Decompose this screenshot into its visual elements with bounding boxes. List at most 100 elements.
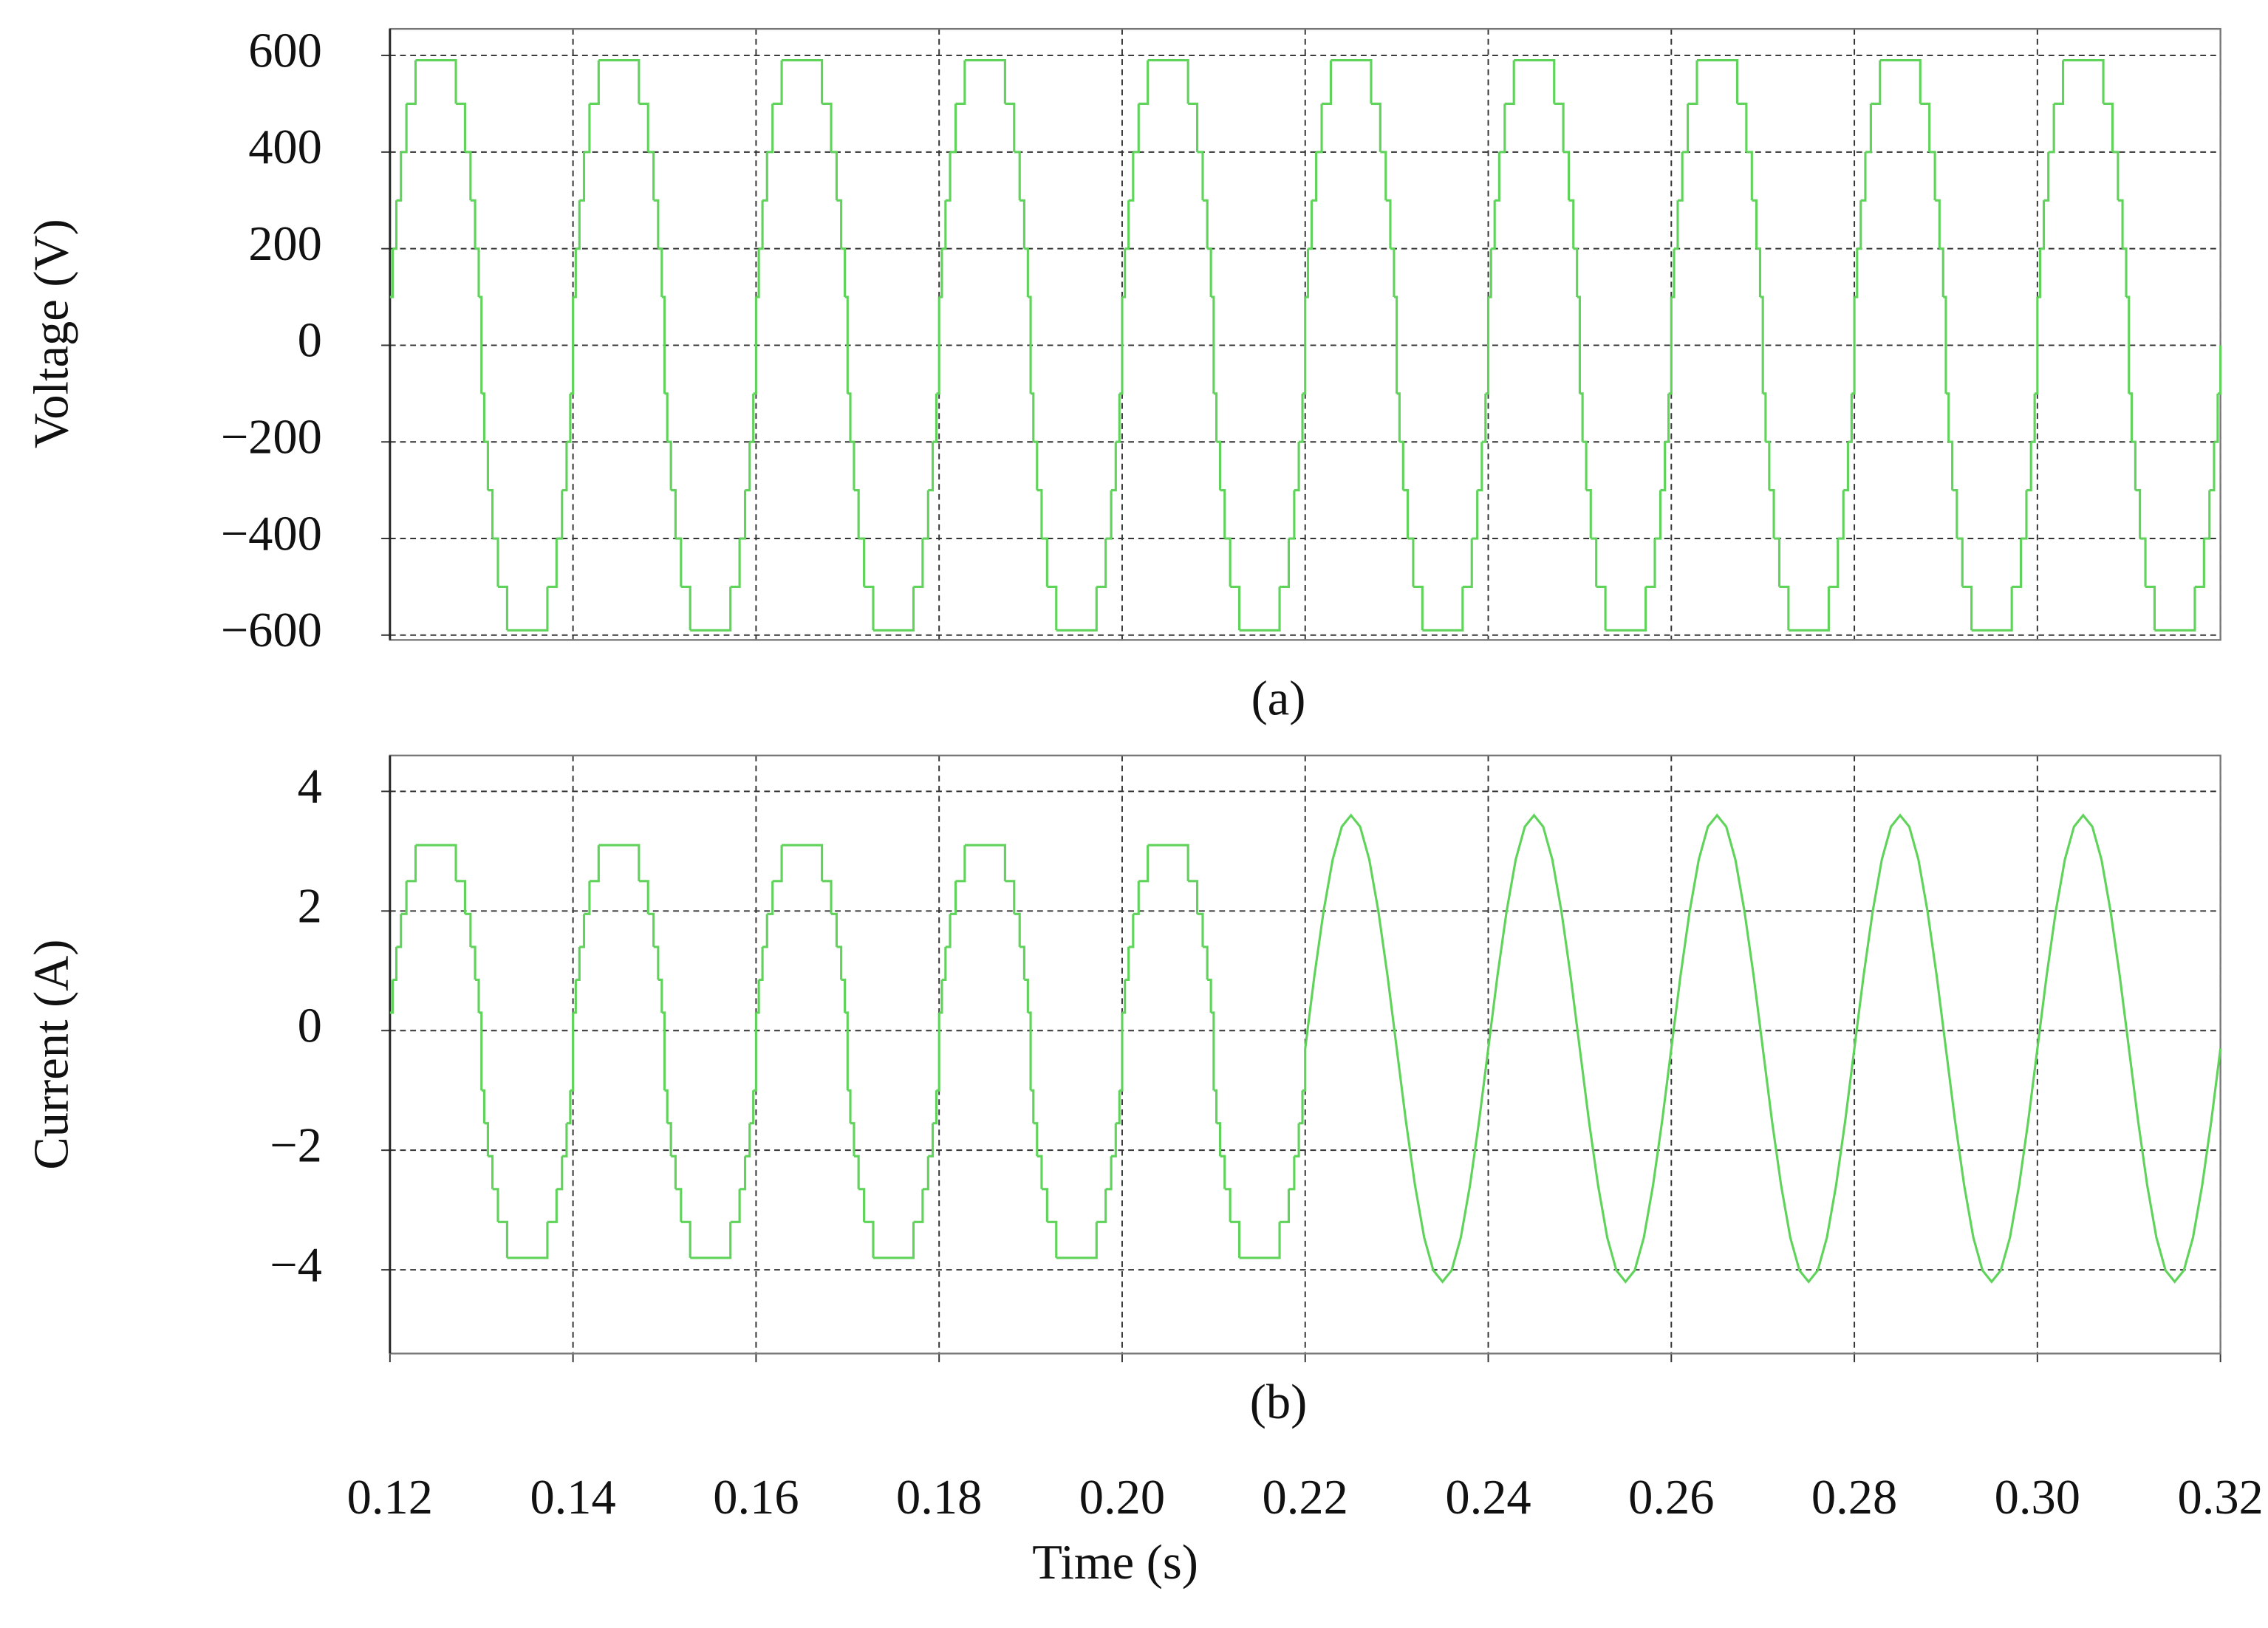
step-segment [1280,538,1291,588]
y-axis-label: Current (A) [24,940,78,1170]
step-segment [1488,248,1492,298]
step-segment [1396,392,1401,442]
step-segment [1121,248,1127,298]
step-segment [847,1089,852,1123]
step-segment [1230,1220,1241,1258]
step-segment [1024,978,1029,1013]
step-segment [1390,247,1396,298]
step-segment [396,914,403,948]
step-segment [1119,297,1124,395]
step-segment [1879,59,1922,104]
step-segment [1305,248,1310,298]
step-segment [1116,1090,1121,1125]
step-segment [2135,489,2142,539]
step-segment [2145,585,2156,631]
step-segment [2131,440,2137,490]
caption: (a) [1251,672,1306,726]
step-segment [753,1012,757,1092]
step-segment [1220,489,1226,539]
step-segment [2217,345,2222,395]
step-segment [1563,151,1571,201]
x-tick-label: 0.26 [1628,1471,1714,1525]
step-segment [1024,247,1029,298]
x-tick-label: 0.32 [2177,1471,2263,1525]
step-segment [1756,247,1762,298]
step-segment [1485,297,1490,395]
step-segment [584,880,591,915]
step-segment [1769,489,1775,539]
step-segment [759,946,764,981]
step-segment [1504,60,1515,106]
step-segment [561,442,568,492]
step-segment [864,1220,875,1258]
step-segment [2209,442,2216,492]
step-segment [2021,490,2028,540]
step-segment [2037,248,2042,298]
step-segment [667,440,672,490]
step-segment [830,912,838,947]
step-segment [389,979,394,1014]
step-segment [1031,392,1035,442]
step-segment [955,845,966,883]
step-segment [1472,490,1479,540]
step-segment [2122,247,2128,298]
step-segment [653,945,660,980]
step-segment [1288,490,1296,540]
step-segment [1865,103,1872,154]
step-segment [1005,102,1016,152]
step-segment [1188,102,1199,152]
step-segment [2128,392,2134,442]
step-segment [822,102,833,152]
step-segment [657,978,663,1013]
step-segment [730,1188,741,1223]
x-tick-label: 0.12 [347,1471,433,1525]
step-segment [1111,442,1117,492]
step-segment [1119,1012,1124,1092]
x-tick-label: 0.18 [896,1471,982,1525]
step-segment [1837,490,1845,540]
step-segment [913,538,924,588]
step-segment [1028,295,1032,394]
step-segment [1138,60,1150,106]
step-segment [465,912,472,947]
step-segment [858,537,866,587]
step-segment [638,102,649,152]
step-segment [1491,200,1496,250]
step-segment [1737,102,1748,152]
step-segment [1288,1156,1296,1191]
step-segment [690,1222,732,1259]
step-segment [1385,199,1392,249]
step-segment [1005,880,1016,914]
step-segment [939,248,943,298]
step-segment [1220,1155,1226,1189]
step-segment [1765,440,1771,490]
step-segment [1573,247,1579,298]
step-segment [456,102,467,152]
step-segment [950,103,957,154]
step-segment [1019,199,1025,249]
y-tick-label: −600 [221,603,322,657]
step-segment [1216,440,1222,490]
step-segment [2035,297,2039,395]
step-segment [858,1188,866,1222]
step-segment [844,1011,849,1091]
step-segment [836,199,843,249]
step-segment [1014,151,1021,201]
step-segment [2126,295,2131,394]
step-segment [2103,102,2114,152]
step-segment [1036,489,1043,539]
step-segment [1299,1090,1304,1125]
step-segment [1216,1122,1222,1157]
step-segment [415,844,457,881]
x-tick-label: 0.22 [1263,1471,1348,1525]
step-segment [575,200,581,250]
step-segment [1843,442,1849,492]
step-segment [928,442,935,492]
step-segment [1202,199,1209,249]
step-segment [922,1156,929,1191]
step-segment [950,880,957,915]
step-segment [1294,1123,1300,1157]
step-segment [941,200,947,250]
step-segment [872,1222,915,1259]
step-segment [932,1090,938,1125]
